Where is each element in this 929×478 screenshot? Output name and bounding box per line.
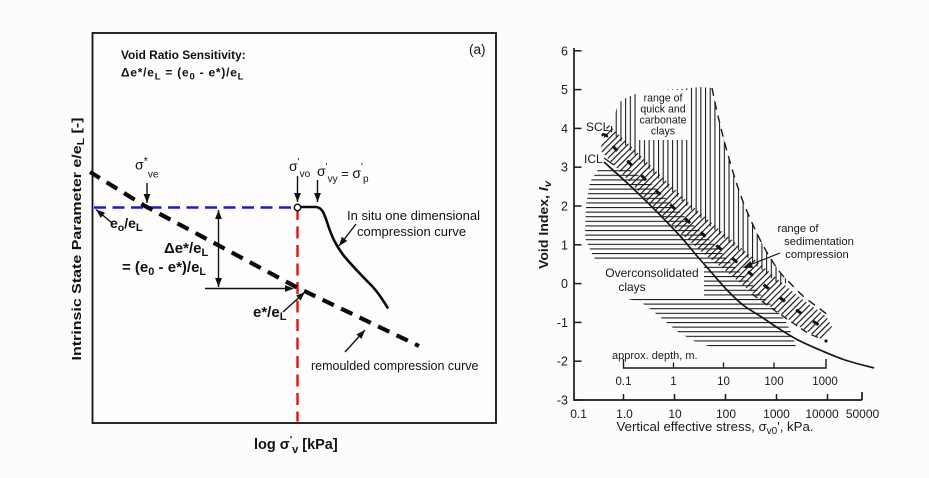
svg-text:clays: clays [651,126,675,138]
svg-text:10: 10 [717,376,730,388]
svg-text:e*/eL: e*/eL [253,304,287,323]
svg-text:0.1: 0.1 [570,407,587,421]
svg-text:compression: compression [785,249,848,261]
svg-text:100: 100 [764,376,783,388]
svg-text:3: 3 [561,161,568,175]
svg-text:5: 5 [561,83,568,97]
svg-text:6: 6 [561,44,568,58]
svg-text:1000: 1000 [812,376,838,388]
svg-text:0: 0 [561,277,568,291]
svg-text:log σ'v [kPa]: log σ'v [kPa] [254,435,338,456]
svg-text:1: 1 [561,238,568,252]
svg-text:50000: 50000 [846,407,880,421]
svg-text:sedimentation: sedimentation [784,236,854,248]
svg-text:100: 100 [716,407,736,421]
svg-text:= (e0 - e*)/eL: = (e0 - e*)/eL [122,259,206,278]
svg-text:range of: range of [644,93,683,105]
svg-text:Intrinsic State Parameter e/eL: Intrinsic State Parameter e/eL [-] [69,118,87,361]
svg-text:1.0: 1.0 [616,407,633,421]
svg-text:compression curve: compression curve [357,224,466,239]
svg-text:carbonate: carbonate [639,115,686,127]
svg-text:Void Index, Iv: Void Index, Iv [537,179,554,269]
svg-text:4: 4 [561,122,568,136]
svg-text:-2: -2 [557,355,568,369]
svg-text:Δe*/eL = (e0 - e*)/eL: Δe*/eL = (e0 - e*)/eL [121,66,244,83]
svg-text:1: 1 [670,376,676,388]
svg-text:Vertical effective stress, σv0: Vertical effective stress, σv0', kPa. [617,419,814,437]
svg-text:quick and: quick and [640,104,685,116]
svg-text:approx. depth, m.: approx. depth, m. [612,350,698,362]
svg-text:(a): (a) [469,42,486,57]
svg-text:remoulded compression curve: remoulded compression curve [311,359,478,373]
svg-text:-1: -1 [557,316,568,330]
svg-text:1000: 1000 [763,407,790,421]
svg-text:SCL: SCL [586,120,610,134]
svg-text:10: 10 [668,407,682,421]
svg-text:2: 2 [561,200,568,214]
svg-text:-3: -3 [557,394,568,408]
svg-text:0.1: 0.1 [616,376,632,388]
svg-text:Void Ratio Sensitivity:: Void Ratio Sensitivity: [121,48,246,62]
svg-text:range of: range of [777,223,819,235]
svg-text:Overconsolidated: Overconsolidated [605,266,698,280]
svg-text:Δe*/eL: Δe*/eL [164,240,208,259]
svg-text:ICL: ICL [584,152,603,166]
svg-text:In situ one dimensional: In situ one dimensional [347,208,480,223]
svg-text:clays: clays [618,280,645,294]
svg-text:10000: 10000 [805,407,839,421]
